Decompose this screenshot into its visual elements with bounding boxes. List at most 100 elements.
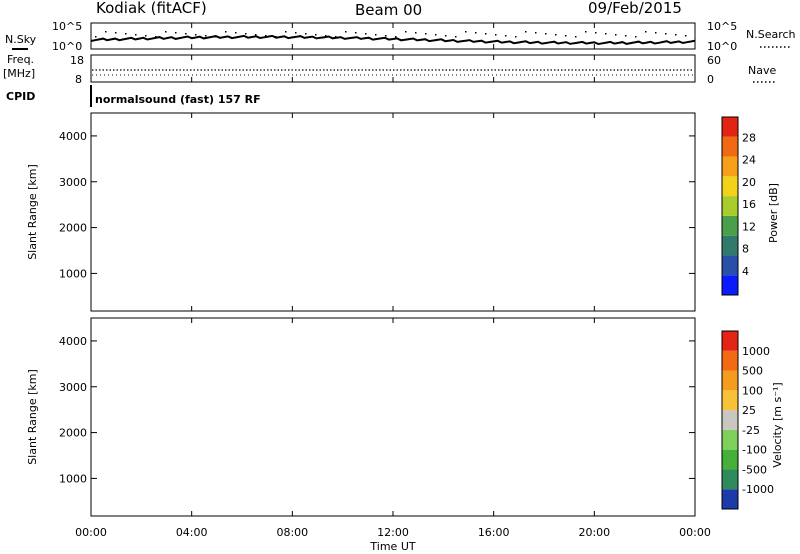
- velocity-regions: [91, 363, 695, 506]
- power-y-tick-label: 4000: [59, 130, 87, 143]
- noise-search-dot: [275, 36, 277, 38]
- velocity-colorbar-swatch: [722, 390, 738, 411]
- velocity-colorbar-swatch: [722, 331, 738, 351]
- noise-search-dot: [435, 34, 437, 36]
- time-tick-label: 20:00: [578, 526, 610, 539]
- noise-search-dot: [115, 32, 117, 34]
- velocity-region-6: [531, 363, 595, 470]
- power-region-10: [531, 158, 595, 228]
- power-colorbar-swatch: [722, 275, 738, 295]
- velocity-region-1: [116, 363, 242, 470]
- power-colorbar-swatch: [722, 255, 738, 276]
- freq-tick-top: 18: [70, 54, 84, 67]
- noise-search-dot: [165, 31, 167, 33]
- velocity-colorbar-label: Velocity [m s⁻¹]: [771, 382, 784, 467]
- power-colorbar-tick: 20: [742, 176, 756, 189]
- power-colorbar-swatch: [722, 117, 738, 137]
- power-colorbar-frame: [721, 116, 739, 296]
- noise-search-dot: [665, 33, 667, 35]
- velocity-colorbar-swatch: [722, 410, 738, 430]
- noise-search-dot: [255, 34, 257, 36]
- noise-search-dot: [345, 31, 347, 33]
- noise-search-dot: [325, 35, 327, 37]
- velocity-y-label: Slant Range [km]: [26, 369, 39, 465]
- noise-search-dot: [475, 32, 477, 34]
- noise-search-dot: [485, 33, 487, 35]
- power-colorbar: 4 8 12 16 20 24 28: [721, 116, 756, 296]
- noise-search-dot: [395, 36, 397, 38]
- noise-search-dot: [625, 35, 627, 37]
- freq-label: Freq.: [7, 53, 34, 66]
- noise-search-dot: [675, 34, 677, 36]
- nave-label: Nave: [748, 64, 776, 77]
- noise-search-dot: [595, 32, 597, 34]
- noise-search-dot: [525, 31, 527, 33]
- power-y-tick-label: 1000: [59, 267, 87, 280]
- power-colorbar-swatch: [722, 176, 738, 197]
- velocity-colorbar-frame: [721, 330, 739, 510]
- noise-search-dot: [685, 35, 687, 37]
- noise-search-dot: [555, 34, 557, 36]
- power-region-3: [216, 273, 268, 288]
- noise-search-dot: [285, 31, 287, 33]
- velocity-colorbar-tick: -25: [742, 424, 760, 437]
- noise-search-dot: [495, 34, 497, 36]
- noise-search-dot: [445, 35, 447, 37]
- noise-search-dot: [515, 36, 517, 38]
- noise-search-dot: [155, 36, 157, 38]
- velocity-colorbar-swatch: [722, 350, 738, 371]
- power-region-2: [116, 158, 242, 251]
- power-colorbar-swatch: [722, 215, 738, 236]
- noise-search-dot: [245, 33, 247, 35]
- time-tick-label: 00:00: [679, 526, 711, 539]
- noise-search-dot: [145, 35, 147, 37]
- nave-tick-top: 60: [707, 54, 721, 67]
- velocity-colorbar-swatch: [722, 449, 738, 470]
- noise-search-dot: [365, 33, 367, 35]
- noise-search-dot: [215, 36, 217, 38]
- velocity-colorbar-tick: -1000: [742, 483, 774, 496]
- power-region-0: [91, 273, 255, 288]
- velocity-colorbar-tick: -500: [742, 463, 767, 476]
- power-y-tick-label: 3000: [59, 176, 87, 189]
- power-region-4: [337, 158, 343, 164]
- noise-search-dot: [265, 35, 267, 37]
- noise-search-dot: [585, 31, 587, 33]
- noise-search-dot: [635, 36, 637, 38]
- beam-title: Beam 00: [355, 1, 422, 19]
- noise-search-dot: [545, 33, 547, 35]
- power-colorbar-tick: 8: [742, 243, 749, 256]
- velocity-colorbar: 1000 500 100 25 -25 -100 -500 -1000: [721, 330, 774, 510]
- noise-search-dot: [355, 32, 357, 34]
- velocity-colorbar-tick: 25: [742, 404, 756, 417]
- noise-search-dot: [175, 32, 177, 34]
- power-colorbar-swatch: [722, 235, 738, 256]
- noise-search-dot: [315, 34, 317, 36]
- noise-search-dot: [95, 36, 97, 38]
- noise-search-dot: [225, 31, 227, 33]
- nave-tick-bottom: 0: [707, 73, 714, 86]
- noise-search-dot: [465, 31, 467, 33]
- noise-search-dot: [375, 34, 377, 36]
- noise-search-label: N.Search: [746, 28, 796, 41]
- velocity-colorbar-swatch: [722, 429, 738, 450]
- freq-unit: [MHz]: [3, 67, 35, 80]
- velocity-colorbar-tick: 1000: [742, 345, 770, 358]
- power-region-6: [450, 241, 519, 278]
- noise-search-dot: [305, 33, 307, 35]
- velocity-colorbar-swatch: [722, 469, 738, 490]
- noise-search-dot: [505, 35, 507, 37]
- noise-search-dot: [565, 35, 567, 37]
- noise-search-dot: [335, 36, 337, 38]
- time-tick-label: 00:00: [75, 526, 107, 539]
- date-title: 09/Feb/2015: [588, 0, 682, 17]
- power-colorbar-tick: 12: [742, 220, 756, 233]
- noise-search-dot: [205, 35, 207, 37]
- noise-right-tick-top: 10^5: [707, 20, 737, 33]
- velocity-colorbar-swatch: [722, 489, 738, 509]
- noise-search-dot: [425, 33, 427, 35]
- noise-search-dot: [385, 35, 387, 37]
- noise-search-dot: [535, 32, 537, 34]
- power-colorbar-label: Power [dB]: [767, 183, 780, 243]
